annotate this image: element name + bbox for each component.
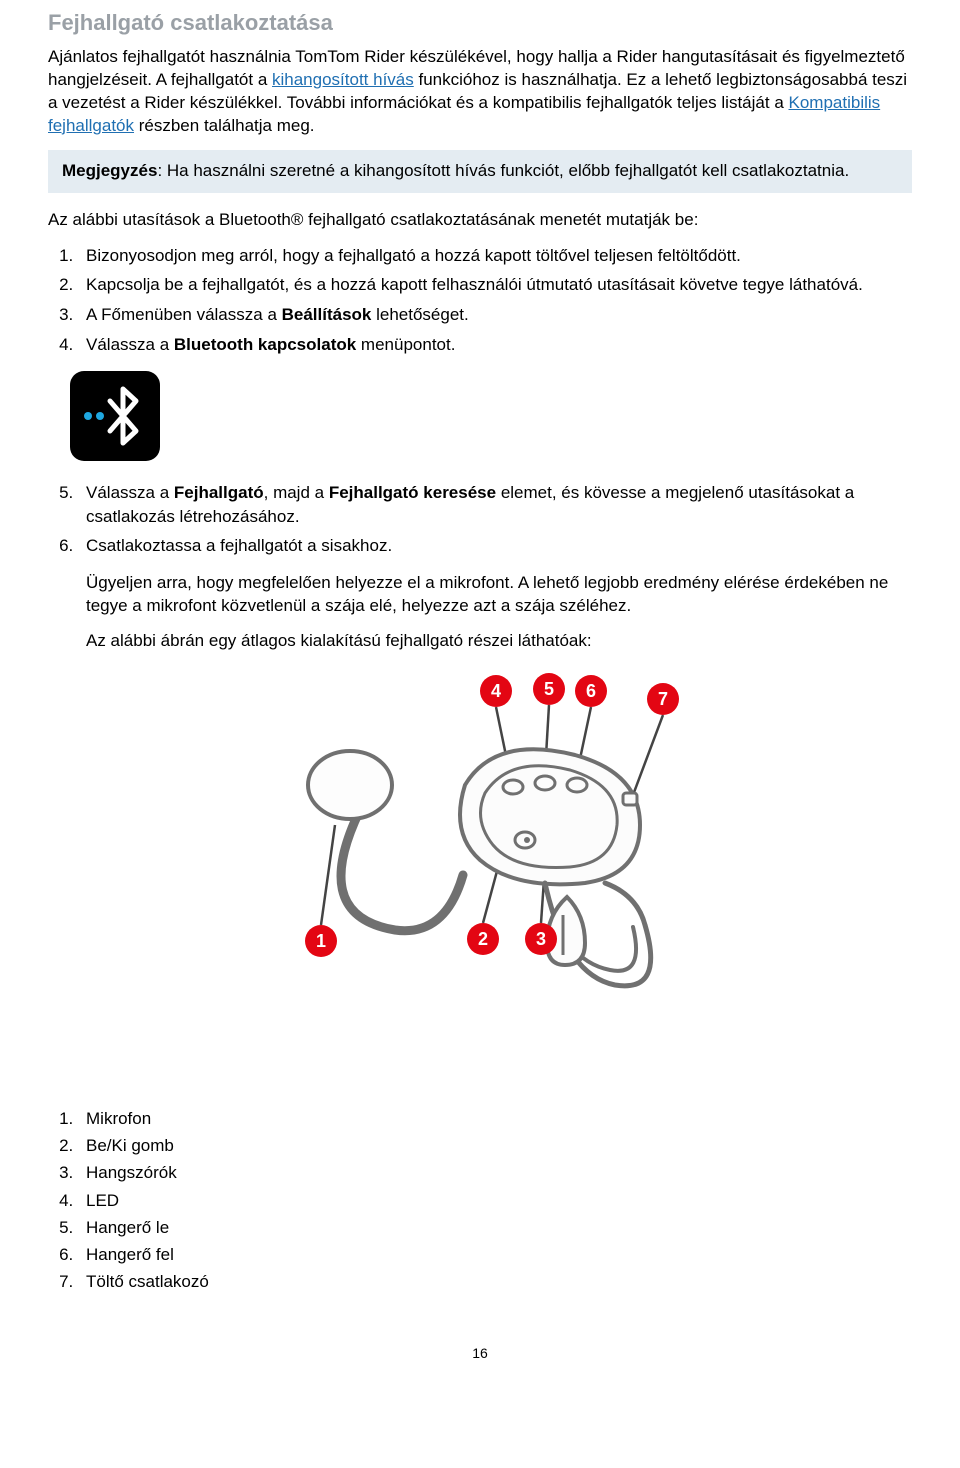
callout-6: 6 (575, 675, 607, 707)
legend-2: Be/Ki gomb (78, 1132, 912, 1159)
legend-4: LED (78, 1187, 912, 1214)
step-4-pre: Válassza a (86, 335, 174, 354)
note-text: : Ha használni szeretné a kihangosított … (157, 161, 849, 180)
step-4: Válassza a Bluetooth kapcsolatok menüpon… (78, 333, 912, 357)
note-label: Megjegyzés (62, 161, 157, 180)
steps-list-b: Válassza a Fejhallgató, majd a Fejhallga… (48, 481, 912, 558)
step-5-pre: Válassza a (86, 483, 174, 502)
callout-3: 3 (525, 923, 557, 955)
step-4-bold: Bluetooth kapcsolatok (174, 335, 356, 354)
step-5: Válassza a Fejhallgató, majd a Fejhallga… (78, 481, 912, 529)
legend-3: Hangszórók (78, 1159, 912, 1186)
legend-1: Mikrofon (78, 1105, 912, 1132)
bluetooth-icon (70, 371, 160, 461)
callout-1: 1 (305, 925, 337, 957)
note-box: Megjegyzés: Ha használni szeretné a kiha… (48, 150, 912, 193)
legend-list: Mikrofon Be/Ki gomb Hangszórók LED Hange… (48, 1105, 912, 1295)
step-3-post: lehetőséget. (371, 305, 468, 324)
step-5-b1: Fejhallgató (174, 483, 264, 502)
callout-5: 5 (533, 673, 565, 705)
callout-7: 7 (647, 683, 679, 715)
callout-4: 4 (480, 675, 512, 707)
legend-5: Hangerő le (78, 1214, 912, 1241)
step-6-sub1: Ügyeljen arra, hogy megfelelően helyezze… (86, 572, 912, 618)
page-container: Fejhallgató csatlakoztatása Ajánlatos fe… (0, 0, 960, 1391)
step-6: Csatlakoztassa a fejhallgatót a sisakhoz… (78, 534, 912, 558)
headset-diagram: 1 23 456 7 (245, 665, 715, 1065)
section-heading: Fejhallgató csatlakoztatása (48, 10, 912, 36)
step-1: Bizonyosodjon meg arról, hogy a fejhallg… (78, 244, 912, 268)
step-3: A Főmenüben válassza a Beállítások lehet… (78, 303, 912, 327)
legend-6: Hangerő fel (78, 1241, 912, 1268)
step-3-pre: A Főmenüben válassza a (86, 305, 282, 324)
legend-7: Töltő csatlakozó (78, 1268, 912, 1295)
lead-text: Az alábbi utasítások a Bluetooth® fejhal… (48, 209, 912, 232)
step-6-sub2: Az alábbi ábrán egy átlagos kialakítású … (86, 630, 912, 653)
link-handsfree[interactable]: kihangosított hívás (272, 70, 414, 89)
intro-paragraph: Ajánlatos fejhallgatót használnia TomTom… (48, 46, 912, 138)
step-4-post: menüpontot. (356, 335, 455, 354)
step-5-mid: , majd a (264, 483, 329, 502)
callout-2: 2 (467, 923, 499, 955)
step-6-text: Csatlakoztassa a fejhallgatót a sisakhoz… (86, 536, 392, 555)
steps-list-a: Bizonyosodjon meg arról, hogy a fejhallg… (48, 244, 912, 357)
headset-svg (245, 665, 715, 1065)
bluetooth-svg (76, 381, 154, 451)
step-5-b2: Fejhallgató keresése (329, 483, 496, 502)
step-2: Kapcsolja be a fejhallgatót, és a hozzá … (78, 273, 912, 297)
page-number: 16 (48, 1345, 912, 1361)
step-3-bold: Beállítások (282, 305, 372, 324)
intro-text-3: részben találhatja meg. (134, 116, 315, 135)
